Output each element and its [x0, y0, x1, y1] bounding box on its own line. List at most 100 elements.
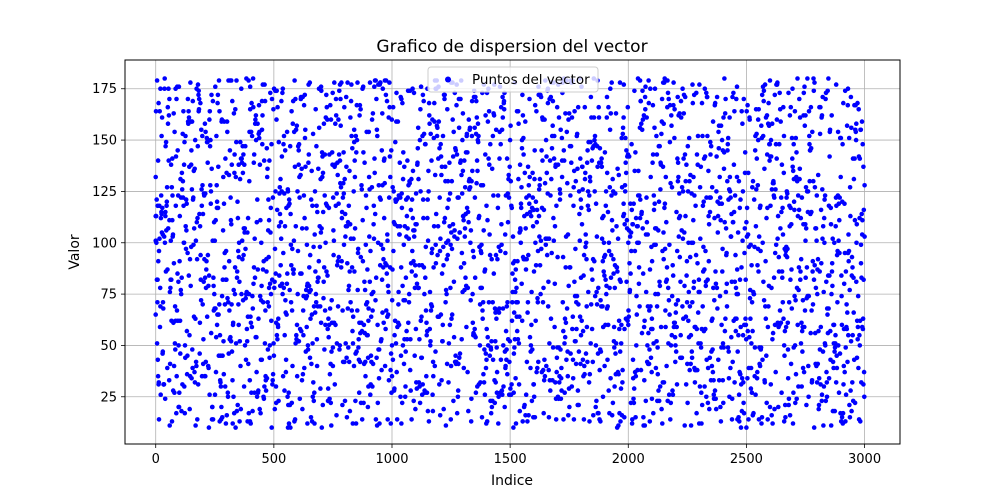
data-point — [406, 291, 412, 297]
data-point — [162, 396, 168, 402]
data-point — [612, 345, 617, 350]
data-point — [418, 189, 423, 194]
data-point — [162, 240, 168, 246]
data-point — [802, 84, 807, 89]
data-point — [213, 217, 218, 223]
data-point — [754, 156, 760, 161]
data-point — [469, 396, 474, 402]
data-point — [763, 258, 768, 264]
data-point — [169, 419, 175, 424]
data-point — [278, 236, 284, 241]
data-point — [584, 160, 590, 165]
data-point — [499, 388, 505, 393]
data-point — [731, 90, 736, 96]
data-point — [394, 369, 400, 375]
data-point — [225, 394, 231, 400]
data-point — [281, 250, 286, 256]
data-point — [262, 384, 267, 389]
data-point — [484, 326, 490, 332]
data-point — [782, 328, 788, 334]
data-point — [431, 265, 436, 270]
data-point — [816, 402, 822, 408]
data-point — [355, 250, 361, 256]
data-point — [410, 215, 416, 221]
data-point — [513, 421, 519, 426]
data-point — [721, 400, 726, 406]
data-point — [532, 102, 538, 108]
data-point — [829, 291, 834, 297]
data-point — [417, 400, 423, 406]
data-point — [226, 300, 231, 305]
data-point — [738, 324, 743, 330]
data-point — [329, 349, 334, 354]
data-point — [156, 258, 161, 264]
data-point — [848, 339, 854, 344]
data-point — [296, 141, 302, 147]
data-point — [796, 207, 802, 213]
data-point — [590, 359, 596, 365]
data-point — [418, 84, 424, 89]
data-point — [270, 382, 275, 387]
data-point — [220, 415, 225, 420]
data-point — [623, 135, 628, 141]
data-point — [264, 146, 270, 151]
data-point — [256, 316, 261, 322]
data-point — [799, 320, 804, 326]
data-point — [445, 238, 451, 243]
data-point — [220, 353, 225, 359]
data-point — [352, 269, 357, 274]
data-point — [189, 119, 195, 124]
data-point — [479, 242, 484, 248]
data-point — [244, 339, 250, 344]
data-point — [368, 353, 374, 359]
data-point — [196, 92, 201, 98]
data-point — [615, 166, 620, 172]
data-point — [513, 376, 518, 381]
data-point — [621, 211, 627, 217]
data-point — [164, 199, 170, 204]
data-point — [351, 236, 356, 241]
legend: Puntos del vector — [427, 66, 599, 93]
data-point — [383, 326, 388, 332]
data-point — [213, 306, 218, 311]
data-point — [374, 127, 380, 133]
data-point — [690, 240, 696, 246]
data-point — [458, 158, 464, 163]
data-point — [347, 222, 353, 227]
data-point — [176, 343, 181, 348]
data-point — [316, 275, 321, 281]
data-point — [381, 265, 386, 270]
data-point — [354, 349, 359, 354]
data-point — [494, 316, 499, 322]
data-point — [303, 127, 308, 133]
data-point — [606, 240, 612, 246]
data-point — [570, 357, 576, 363]
data-point — [587, 371, 593, 377]
data-point — [606, 248, 612, 254]
data-point — [854, 240, 859, 246]
data-point — [829, 269, 835, 274]
data-point — [445, 252, 451, 258]
data-point — [333, 96, 339, 102]
data-point — [483, 152, 488, 157]
data-point — [251, 104, 256, 110]
data-point — [321, 279, 327, 285]
data-point — [814, 193, 820, 198]
data-point — [507, 137, 513, 143]
data-point — [566, 413, 571, 418]
data-point — [488, 347, 494, 352]
data-point — [662, 201, 668, 206]
data-point — [641, 415, 646, 420]
data-point — [357, 102, 363, 108]
data-point — [724, 304, 730, 309]
data-point — [847, 415, 853, 420]
data-point — [802, 324, 807, 330]
data-point — [845, 359, 850, 365]
data-point — [394, 90, 399, 96]
data-point — [638, 98, 644, 104]
data-point — [489, 404, 495, 410]
data-point — [503, 363, 508, 369]
data-point — [834, 353, 839, 359]
data-point — [818, 382, 823, 387]
data-point — [748, 365, 754, 371]
